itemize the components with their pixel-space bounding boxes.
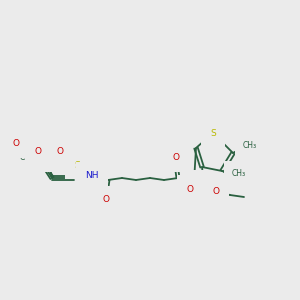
Text: O: O xyxy=(212,187,220,196)
Text: CH₃: CH₃ xyxy=(35,155,49,164)
Text: O: O xyxy=(172,154,179,163)
Text: O: O xyxy=(103,196,110,205)
Text: CH₃: CH₃ xyxy=(232,169,246,178)
Text: O: O xyxy=(34,148,41,157)
Text: O: O xyxy=(13,140,20,148)
Text: O: O xyxy=(187,184,194,194)
Text: NH: NH xyxy=(189,179,203,188)
Text: NH: NH xyxy=(85,172,99,181)
Text: S: S xyxy=(74,160,80,169)
Text: CH₃: CH₃ xyxy=(243,140,257,149)
Text: S: S xyxy=(210,128,216,137)
Text: O: O xyxy=(56,148,64,157)
Text: CH₃: CH₃ xyxy=(20,154,34,163)
